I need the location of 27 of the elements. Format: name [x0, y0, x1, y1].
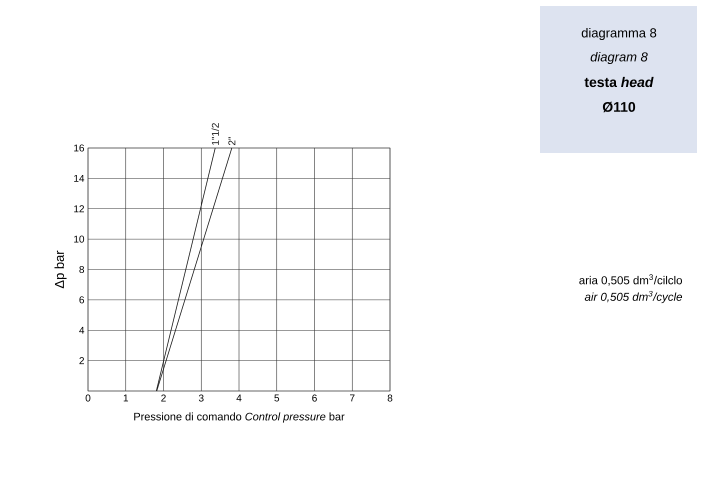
x-tick-label: 1	[124, 394, 128, 402]
text: aria 0,505 dm$^{3}$/cilclo	[579, 274, 682, 286]
y-axis-title: Δp bar	[54, 250, 67, 288]
text: air 0,505 dm$^{3}$/cycle	[584, 290, 682, 304]
y-tick-label: 6	[79, 296, 84, 304]
x-tick-label: 8	[388, 394, 392, 402]
y-tick-label: 14	[74, 174, 84, 182]
y-tick-label: 12	[74, 205, 84, 212]
x-tick-label: 6	[312, 394, 317, 402]
text: Ø110	[602, 102, 636, 112]
text: diagramma 8	[582, 28, 656, 40]
x-tick-label: 3	[198, 394, 204, 402]
y-tick-label: 10	[74, 236, 84, 243]
y-tick-label: 8	[79, 266, 84, 274]
text: 2"	[228, 136, 236, 146]
x-tick-label: 2	[161, 394, 166, 402]
x-tick-label: 0	[86, 394, 90, 402]
x-tick-label: 5	[274, 394, 280, 402]
y-tick-label: 4	[79, 326, 84, 334]
y-tick-label: 2	[79, 357, 84, 364]
text: 1"1/2	[212, 123, 219, 145]
x-tick-label: 4	[236, 394, 242, 402]
x-axis-title: Pressione di comando Control pressure bar	[134, 412, 345, 423]
text: diagram 8	[590, 52, 648, 64]
y-tick-label: 16	[74, 144, 84, 152]
text: testa head	[584, 76, 654, 88]
x-tick-label: 7	[350, 394, 355, 402]
